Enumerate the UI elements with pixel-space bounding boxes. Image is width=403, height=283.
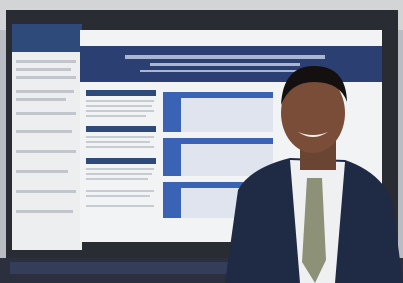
page [0, 0, 403, 283]
photo [0, 0, 403, 283]
floor-pattern [10, 262, 230, 274]
left-poster [12, 24, 82, 250]
left-poster-header [12, 24, 82, 52]
